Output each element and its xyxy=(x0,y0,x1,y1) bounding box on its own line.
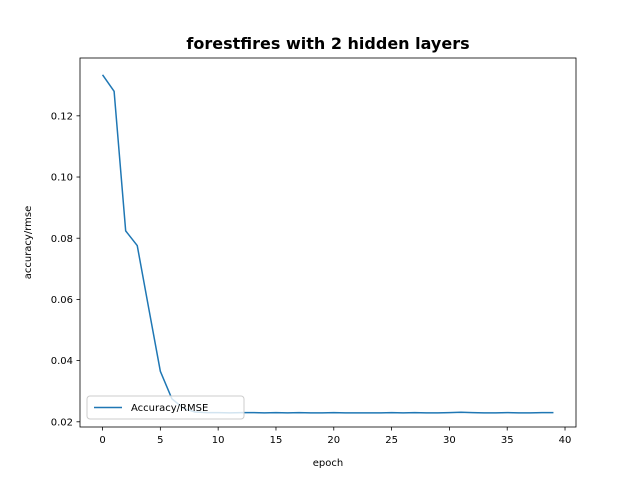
plot-frame xyxy=(79,57,577,428)
x-tick-label: 30 xyxy=(443,435,456,446)
y-tick-label: 0.02 xyxy=(51,417,73,428)
x-tick-label: 15 xyxy=(270,435,283,446)
y-axis-label: accuracy/rmse xyxy=(23,206,34,280)
y-tick-label: 0.08 xyxy=(51,234,73,245)
legend-box xyxy=(86,395,245,420)
y-tick-label: 0.06 xyxy=(51,295,73,306)
y-tick-label: 0.12 xyxy=(51,111,73,122)
chart-title: forestfires with 2 hidden layers xyxy=(186,34,469,53)
x-tick-label: 40 xyxy=(559,435,572,446)
x-tick-label: 20 xyxy=(327,435,340,446)
x-tick-label: 25 xyxy=(385,435,398,446)
x-tick-label: 10 xyxy=(212,435,225,446)
y-tick-label: 0.10 xyxy=(51,173,73,184)
y-axis: 0.02 0.04 0.06 0.08 0.10 0.12 xyxy=(51,111,80,428)
x-tick-label: 5 xyxy=(157,435,163,446)
x-axis-label: epoch xyxy=(313,458,343,469)
x-tick-label: 35 xyxy=(501,435,514,446)
legend: Accuracy/RMSE xyxy=(86,395,245,420)
x-tick-label: 0 xyxy=(99,435,105,446)
legend-label: Accuracy/RMSE xyxy=(131,403,208,414)
y-tick-label: 0.04 xyxy=(51,356,73,367)
x-axis: 0 5 10 15 20 25 30 35 40 xyxy=(99,427,571,446)
